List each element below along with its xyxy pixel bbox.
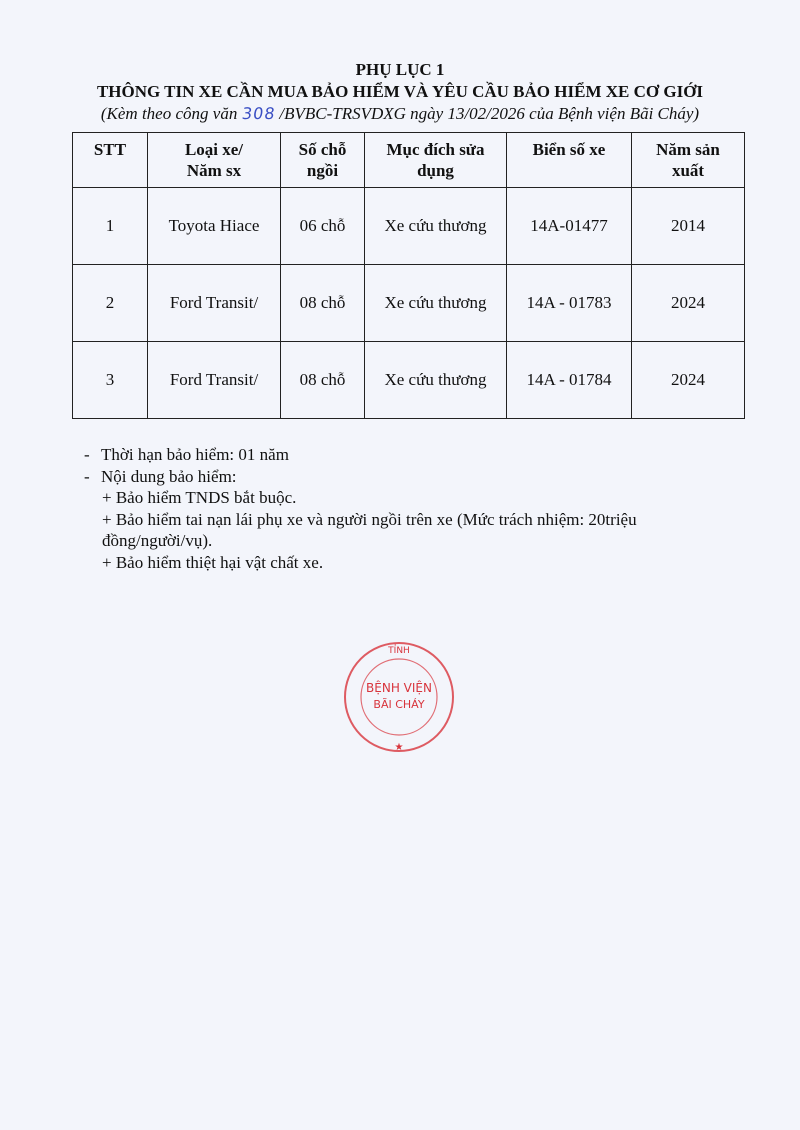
sub-item: + Bảo hiểm TNDS bắt buộc. <box>102 488 297 507</box>
main-title: THÔNG TIN XE CẦN MUA BẢO HIỂM VÀ YÊU CẦU… <box>96 82 704 101</box>
table-row: 2 Ford Transit/ 08 chỗ Xe cứu thương 14A… <box>72 264 745 342</box>
vehicle-table: STT Loại xe/Năm sx Số chỗ ngồi Mục đích s… <box>72 132 745 419</box>
cell-seats: 08 chỗ <box>280 264 365 342</box>
cell-year: 2024 <box>631 341 745 419</box>
subtitle: (Kèm theo công văn 308 /BVBC-TRSVDXG ngà… <box>0 104 800 124</box>
list-item: - Thời hạn bảo hiểm: 01 năm <box>84 445 289 464</box>
table-row: 1 Toyota Hiace 06 chỗ Xe cứu thương 14A-… <box>72 187 745 265</box>
stamp-center-text-1: BỆNH VIỆN <box>366 680 432 695</box>
cell-purpose: Xe cứu thương <box>364 341 507 419</box>
list-item: - Nội dung bảo hiểm: <box>84 466 237 486</box>
header-seats: Số chỗ ngồi <box>280 132 365 188</box>
cell-stt: 1 <box>72 187 148 265</box>
header-year: Năm sản xuất <box>631 132 745 188</box>
star-icon: ★ <box>395 742 404 753</box>
cell-vehicle-type: Ford Transit/ <box>147 264 281 342</box>
stamp-center-text-2: BÃI CHÁY <box>373 698 424 711</box>
insurance-requirements: - Thời hạn bảo hiểm: 01 năm - Nội dung bảo… <box>84 444 637 573</box>
header-plate: Biển số xe <box>506 132 632 188</box>
cell-stt: 2 <box>72 264 148 342</box>
cell-vehicle-type: Ford Transit/ <box>147 341 281 419</box>
cell-plate: 14A - 01784 <box>506 341 632 419</box>
sub-item-continuation: đồng/người/vụ). <box>102 531 213 550</box>
header-stt: STT <box>72 132 148 188</box>
sub-item: + Bảo hiểm thiệt hại vật chất xe. <box>102 552 324 572</box>
cell-vehicle-type: Toyota Hiace <box>147 187 281 265</box>
subtitle-prefix: (Kèm theo công văn <box>100 104 238 123</box>
subtitle-suffix: /BVBC-TRSVDXG ngày 13/02/2026 của Bệnh v… <box>279 104 700 123</box>
cell-purpose: Xe cứu thương <box>364 187 507 265</box>
header-purpose: Mục đích sửa dụng <box>364 132 507 188</box>
stamp-top-text: TỈNH <box>387 644 410 656</box>
cell-plate: 14A-01477 <box>506 187 632 265</box>
header-vehicle-type: Loại xe/Năm sx <box>147 132 281 188</box>
cell-purpose: Xe cứu thương <box>364 264 507 342</box>
cell-seats: 06 chỗ <box>280 187 365 265</box>
handwritten-doc-number: 308 <box>240 104 277 123</box>
table-header-row: STT Loại xe/Năm sx Số chỗ ngồi Mục đích s… <box>72 132 745 188</box>
hospital-stamp: TỈNH BỆNH VIỆN BÃI CHÁY ★ <box>344 642 454 753</box>
cell-plate: 14A - 01783 <box>506 264 632 342</box>
table-row: 3 Ford Transit/ 08 chỗ Xe cứu thương 14A… <box>72 341 745 419</box>
cell-year: 2024 <box>631 264 745 342</box>
appendix-title: PHỤ LỤC 1 <box>355 60 445 79</box>
cell-year: 2014 <box>631 187 745 265</box>
sub-item: + Bảo hiểm tai nạn lái phụ xe và người n… <box>102 509 637 529</box>
cell-seats: 08 chỗ <box>280 341 365 419</box>
cell-stt: 3 <box>72 341 148 419</box>
